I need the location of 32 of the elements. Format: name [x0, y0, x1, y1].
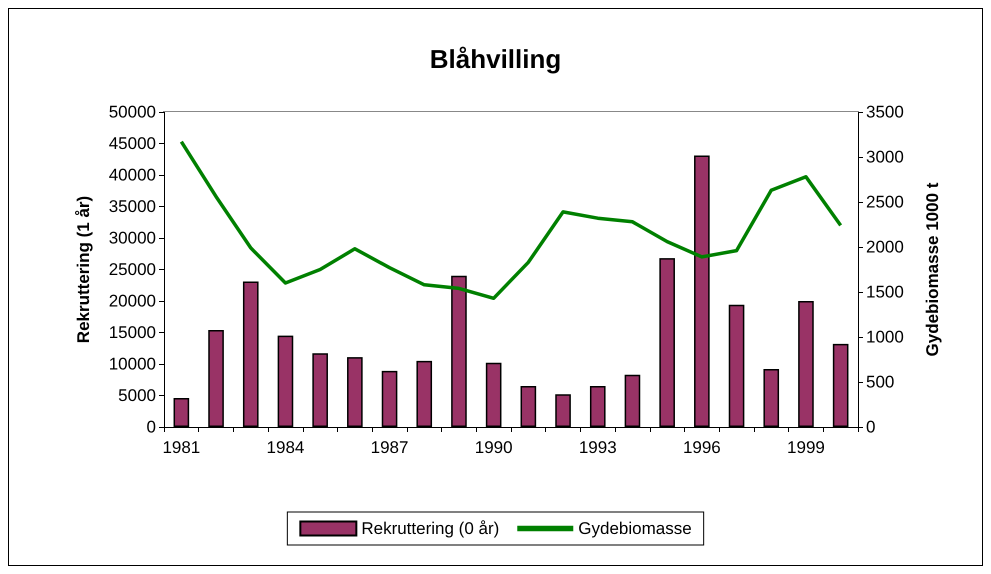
y-tick-label: 50000 — [108, 102, 156, 122]
y2-tick-label: 500 — [866, 372, 894, 392]
x-tick-label: 1993 — [578, 438, 617, 457]
y2-tick-label: 3000 — [866, 148, 904, 166]
y-axis-title: Rekruttering (1 år) — [74, 196, 93, 344]
y2-tick-label: 1000 — [866, 328, 904, 346]
line-series — [180, 140, 842, 300]
y2-tick-label: 3500 — [866, 102, 904, 122]
y2-tick-label: 2000 — [866, 238, 904, 256]
y2-tick-label: 1500 — [866, 282, 904, 302]
x-tick-label: 1996 — [682, 438, 721, 457]
y2-tick-label: 2500 — [866, 192, 904, 212]
x-tick-label: 1984 — [266, 438, 304, 457]
chart-title: Blåhvilling — [430, 44, 562, 74]
y-tick-label: 25000 — [108, 260, 156, 279]
y-tick-label: 5000 — [118, 386, 156, 405]
y-tick-label: 45000 — [108, 134, 156, 153]
y-tick-label: 30000 — [108, 228, 156, 248]
y-tick-label: 10000 — [108, 354, 156, 374]
x-tick-label: 1999 — [787, 438, 825, 457]
y-tick-label: 40000 — [108, 166, 156, 184]
x-tick-label: 1981 — [162, 438, 200, 457]
x-tick-label: 1987 — [370, 438, 408, 457]
y-tick-label: 15000 — [108, 323, 156, 342]
y2-tick-label: 0 — [866, 418, 876, 436]
y-tick-label: 20000 — [108, 292, 156, 310]
legend-label: Rekruttering (0 år) — [361, 519, 500, 538]
legend-label: Gydebiomasse — [578, 519, 692, 538]
x-tick-label: 1990 — [474, 438, 513, 457]
y-tick-label: 35000 — [108, 197, 156, 216]
y-tick-label: 0 — [146, 418, 156, 436]
y2-axis-title: Gydebiomasse 1000 t — [923, 182, 942, 356]
